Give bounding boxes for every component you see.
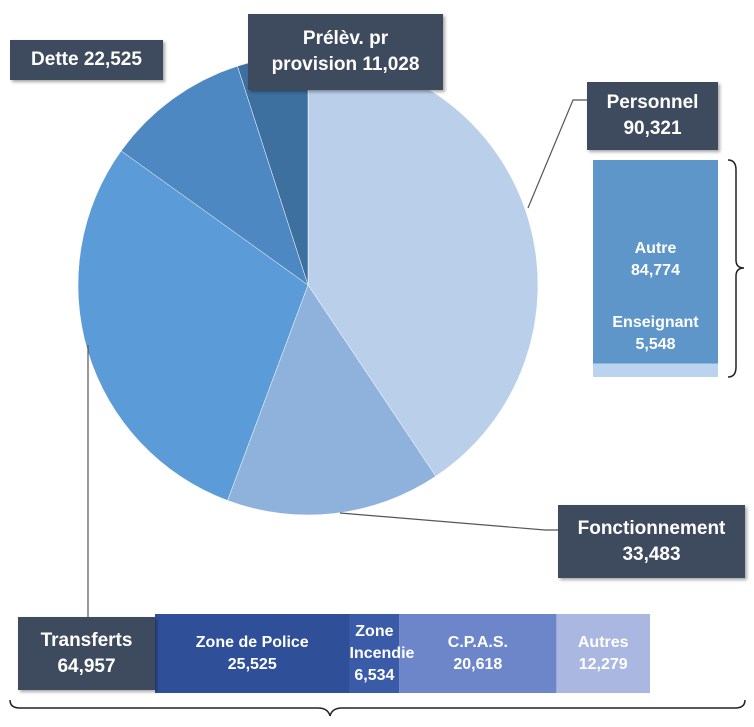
- bar-segment: [349, 614, 400, 693]
- segment-label: Zone de Police 25,525: [155, 614, 350, 693]
- slice-name: Fonctionnement: [577, 517, 726, 539]
- bar-segment: [155, 614, 350, 693]
- slice-label: Dette 22,525: [10, 40, 163, 80]
- slice-value: 11,028: [362, 54, 420, 75]
- bar-segment: [399, 614, 557, 693]
- segment-label: Autre 84,774: [593, 238, 718, 282]
- slice-name: Personnel: [606, 92, 699, 113]
- segment-value: 6,534: [354, 666, 395, 684]
- slice-label: Fonctionnement 33,483: [558, 505, 745, 578]
- slice-label: Transferts 64,957: [18, 617, 155, 690]
- slice-label: Personnel 90,321: [587, 82, 718, 150]
- segment-name: Enseignant: [612, 313, 699, 331]
- slice-value: 33,483: [622, 543, 681, 565]
- segment-label: Autres 12,279: [556, 614, 650, 693]
- segment-value: 25,525: [227, 655, 277, 673]
- pie-slice: [227, 284, 437, 516]
- leader-line: [527, 99, 587, 209]
- segment-value: 20,618: [453, 655, 503, 673]
- brace: [727, 159, 745, 378]
- slice-value: 22,525: [83, 49, 142, 70]
- segment-value: 84,774: [631, 261, 680, 279]
- bar-segment: [593, 363, 718, 377]
- brace: [9, 699, 746, 717]
- segment-label: Enseignant 5,548: [593, 312, 718, 356]
- slice-value: 90,321: [623, 118, 682, 139]
- segment-label: C.P.A.S. 20,618: [399, 614, 556, 693]
- slice-name: Transferts: [40, 629, 133, 651]
- segment-name: C.P.A.S.: [447, 633, 508, 651]
- slice-value: 64,957: [57, 655, 116, 677]
- segment-value: 5,548: [635, 335, 676, 353]
- leader-line: [339, 512, 558, 531]
- segment-value: 12,279: [578, 655, 628, 673]
- segment-name: Zone Incendie: [349, 622, 415, 662]
- pie-slice: [120, 65, 309, 286]
- slice-name: Prélèv. pr provision: [271, 28, 389, 75]
- segment-name: Autres: [577, 633, 629, 651]
- bar-segment: [556, 614, 650, 693]
- segment-label: Zone Incendie 6,534: [349, 614, 415, 693]
- slice-label: Prélèv. pr provision 11,028: [248, 14, 443, 90]
- slice-name: Dette: [31, 49, 79, 70]
- bar-segment: [593, 160, 718, 364]
- segment-name: Zone de Police: [195, 633, 309, 651]
- segment-name: Autre: [634, 239, 677, 257]
